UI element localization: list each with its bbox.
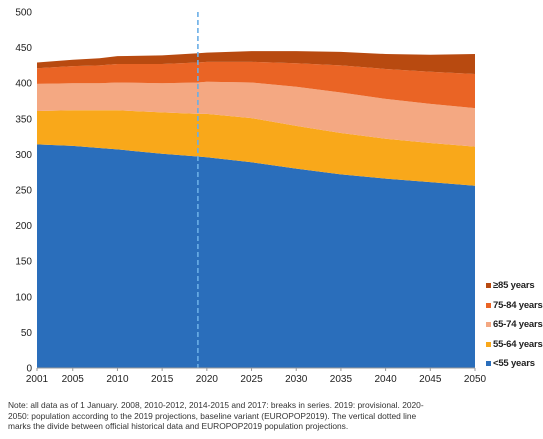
- legend-label: ≥85 years: [493, 280, 535, 292]
- y-tick-label: 200: [15, 221, 32, 232]
- note-line: Note: all data as of 1 January. 2008, 20…: [8, 400, 424, 410]
- area-series-group: [37, 51, 475, 368]
- x-tick-label: 2005: [62, 374, 85, 385]
- legend-item-55-64: 55-64 years: [486, 335, 543, 355]
- legend-item-75-84: 75-84 years: [486, 296, 543, 316]
- note-line: 2050: population according to the 2019 p…: [8, 410, 417, 421]
- legend-label: 65-74 years: [493, 319, 543, 331]
- area-series-3: [37, 61, 475, 109]
- y-tick-label: 150: [15, 257, 32, 268]
- x-tick-label: 2040: [374, 374, 397, 385]
- y-axis: 0 50 100 150 200 250 300 350 400 450 500: [15, 8, 32, 375]
- legend-item-85-plus: ≥85 years: [486, 276, 543, 296]
- area-series-1: [37, 110, 475, 186]
- note-line: marks the divide between official histor…: [8, 421, 349, 432]
- x-tick-label: 2030: [285, 374, 308, 385]
- y-tick-label: 450: [15, 43, 32, 54]
- y-tick-label: 400: [15, 79, 32, 90]
- x-tick-label: 2050: [464, 374, 487, 385]
- legend-label: 75-84 years: [493, 299, 543, 311]
- legend-item-under-55: <55 years: [486, 354, 543, 374]
- x-tick-label: 2020: [196, 374, 219, 385]
- y-tick-label: 0: [26, 364, 32, 375]
- y-tick-label: 250: [15, 186, 32, 197]
- y-tick-label: 350: [15, 114, 32, 125]
- x-tick-label: 2045: [419, 374, 442, 385]
- legend-item-65-74: 65-74 years: [486, 315, 543, 335]
- legend: ≥85 years 75-84 years 65-74 years 55-64 …: [486, 276, 543, 374]
- x-tick-label: 2035: [330, 374, 353, 385]
- legend-label: <55 years: [493, 358, 535, 370]
- area-series-2: [37, 81, 475, 147]
- y-tick-label: 300: [15, 150, 32, 161]
- legend-swatch: [486, 361, 491, 367]
- x-tick-label: 2015: [151, 374, 174, 385]
- x-axis: 2001 2005 2010 2015 2020 2025 2030 2035 2040 2045…: [26, 368, 487, 385]
- y-tick-label: 100: [15, 292, 32, 303]
- legend-swatch: [486, 341, 491, 347]
- x-tick-label: 2001: [26, 374, 49, 385]
- y-tick-label: 50: [21, 328, 33, 339]
- legend-swatch: [486, 283, 491, 289]
- x-tick-label: 2025: [240, 374, 263, 385]
- legend-swatch: [486, 322, 491, 328]
- area-series-4: [37, 51, 475, 74]
- x-tick-label: 2010: [106, 374, 129, 385]
- area-series-0: [37, 144, 475, 368]
- legend-label: 55-64 years: [493, 338, 543, 350]
- chart-note: Note: all data as of 1 January. 2008, 20…: [8, 400, 528, 432]
- legend-swatch: [486, 302, 491, 308]
- y-tick-label: 500: [15, 8, 32, 19]
